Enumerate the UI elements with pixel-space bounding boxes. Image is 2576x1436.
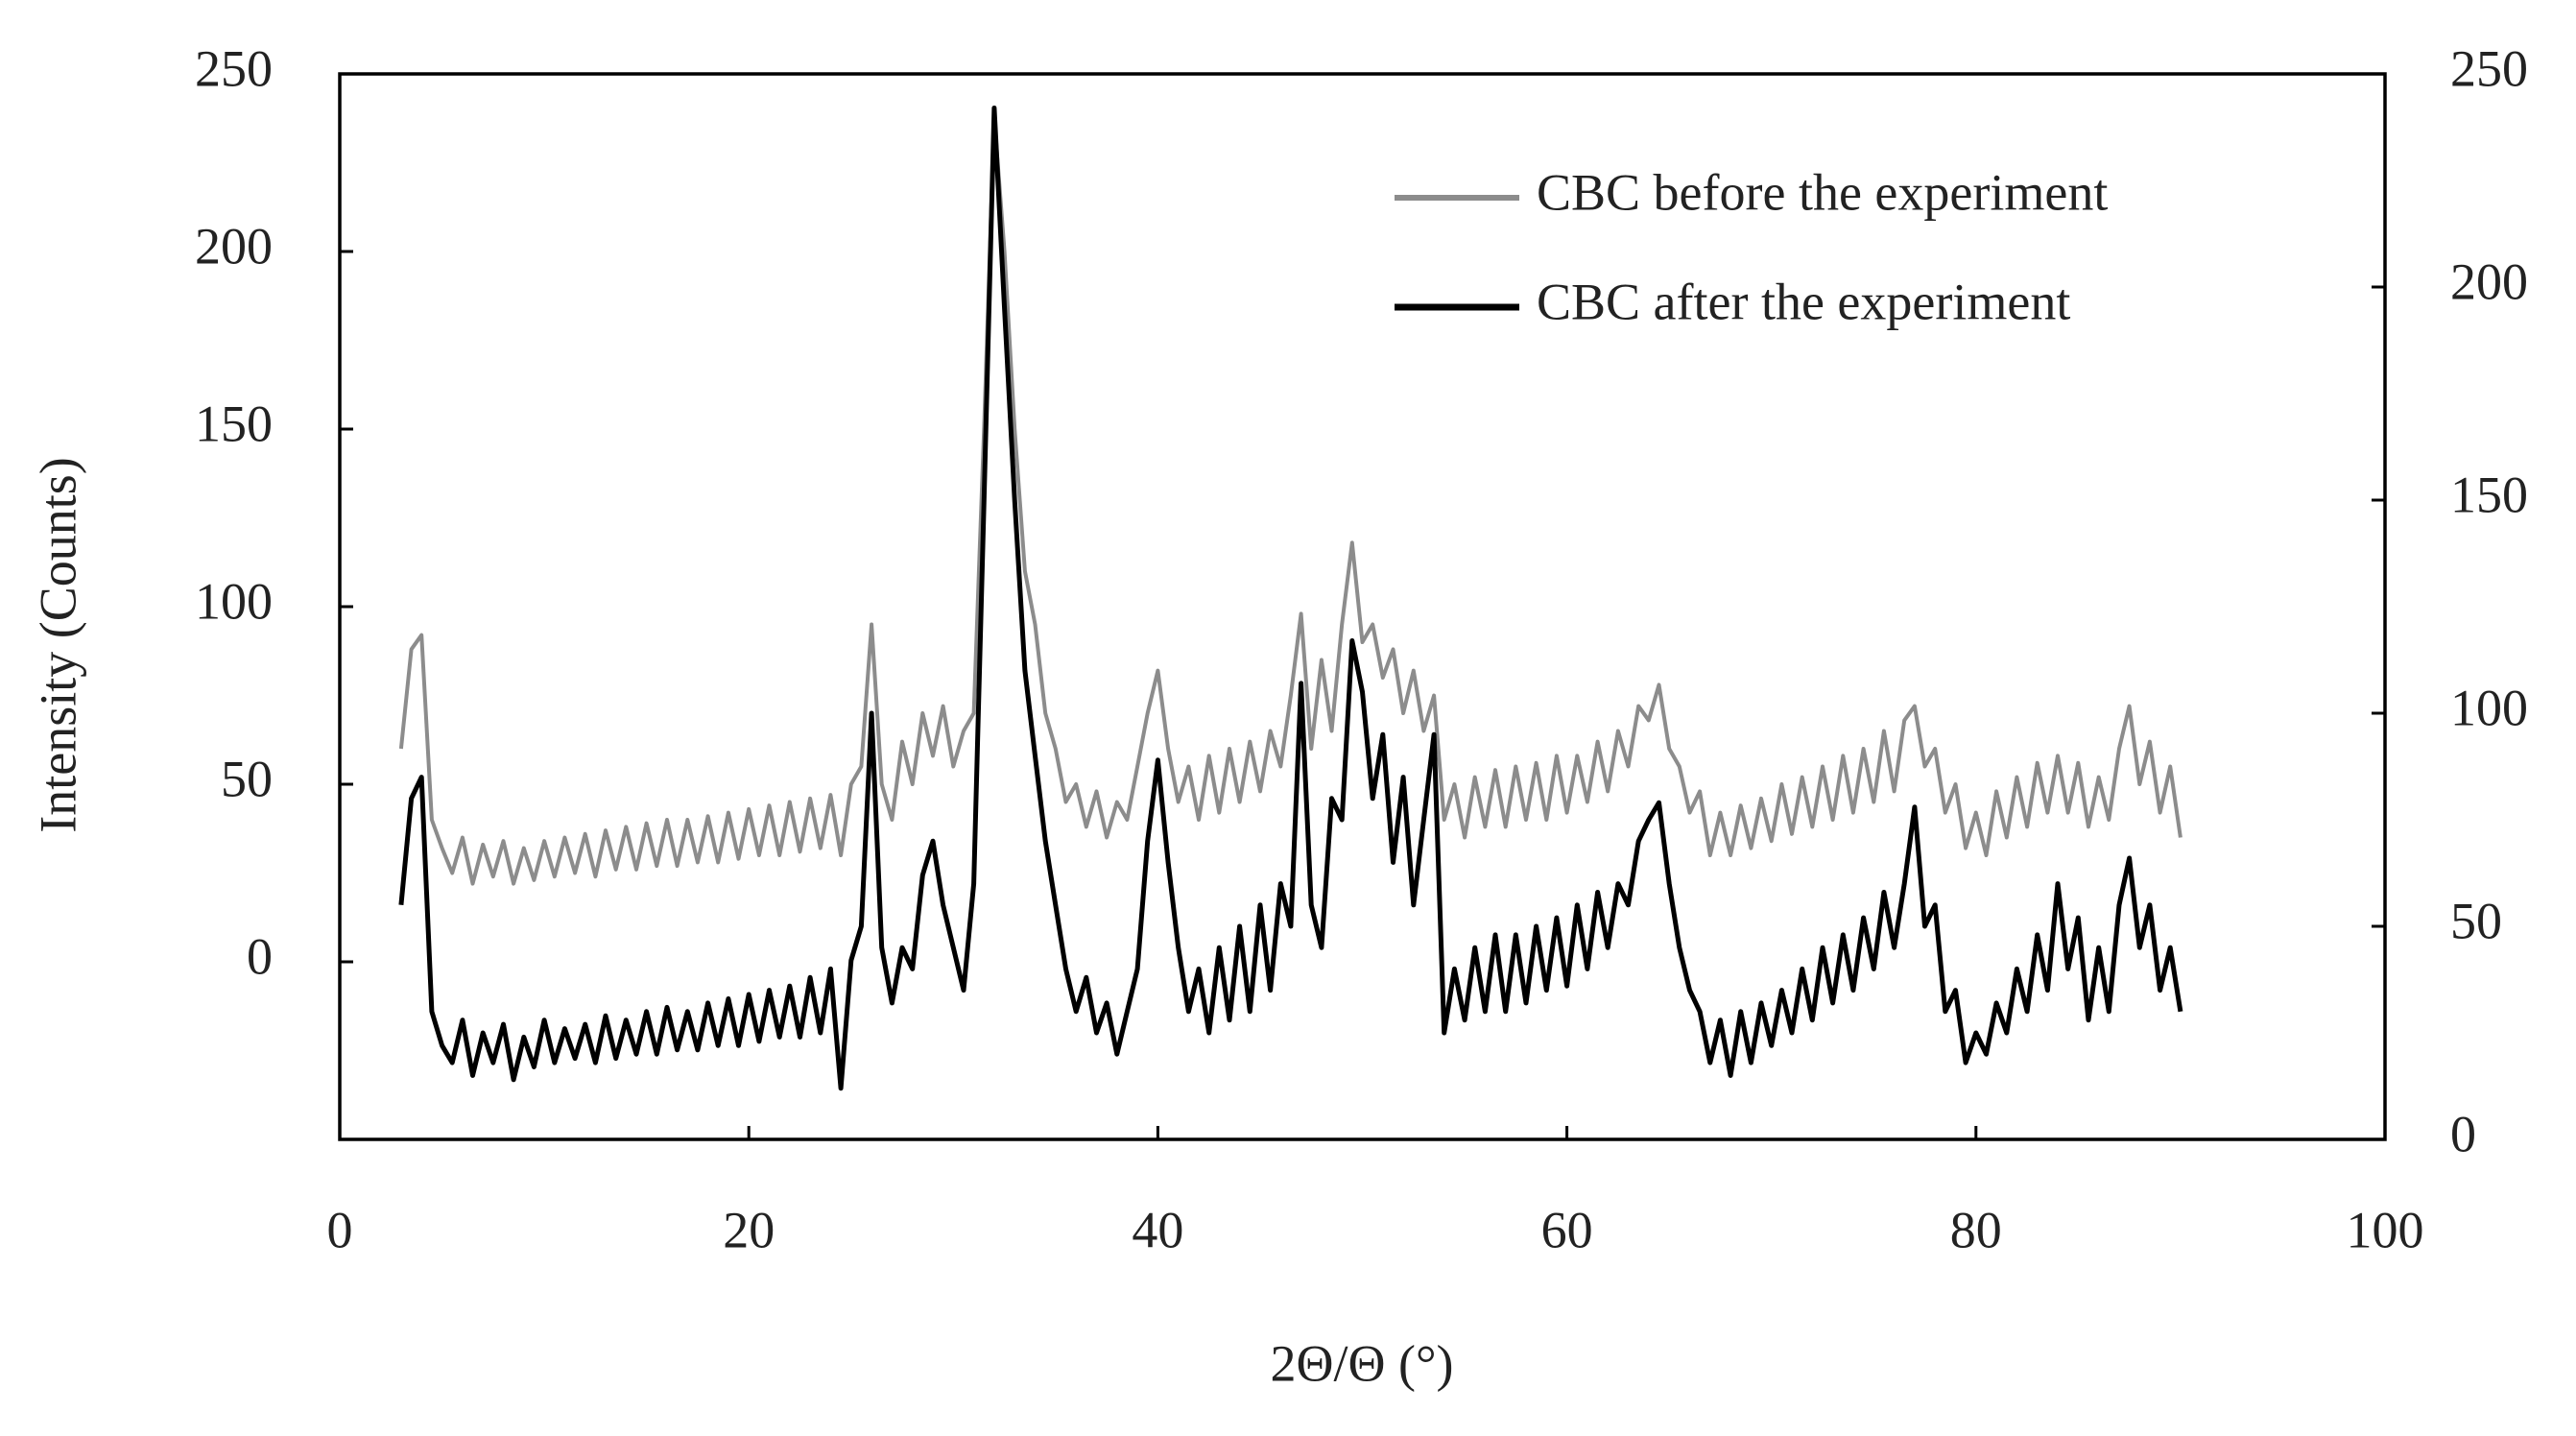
- y-tick-label: 50: [221, 750, 273, 807]
- y2-tick-label: 100: [2450, 679, 2528, 736]
- y2-tick-label: 250: [2450, 39, 2528, 97]
- legend-label: CBC before the experiment: [1537, 163, 2108, 221]
- y-tick-label: 0: [247, 927, 273, 985]
- x-tick-label: 80: [1950, 1201, 2002, 1258]
- y-axis-label: Intensity (Counts): [29, 457, 86, 832]
- legend-label: CBC after the experiment: [1537, 273, 2070, 330]
- y2-tick-label: 200: [2450, 252, 2528, 310]
- y-tick-label: 250: [195, 39, 273, 97]
- y-tick-label: 100: [195, 572, 273, 630]
- series-line: [398, 114, 2182, 886]
- x-tick-label: 100: [2347, 1201, 2424, 1258]
- x-tick-label: 40: [1132, 1201, 1183, 1258]
- plot-frame: [338, 72, 2387, 1141]
- y-tick-label: 150: [195, 395, 273, 452]
- y2-tick-label: 50: [2450, 892, 2502, 949]
- x-tick-label: 0: [327, 1201, 353, 1258]
- y2-tick-label: 150: [2450, 466, 2528, 523]
- y2-tick-label: 0: [2450, 1105, 2476, 1162]
- x-tick-label: 20: [723, 1201, 775, 1258]
- x-tick-label: 60: [1541, 1201, 1593, 1258]
- x-axis-label: 2Θ/Θ (°): [1270, 1334, 1453, 1392]
- y-tick-label: 200: [195, 217, 273, 275]
- series-line: [398, 106, 2183, 1091]
